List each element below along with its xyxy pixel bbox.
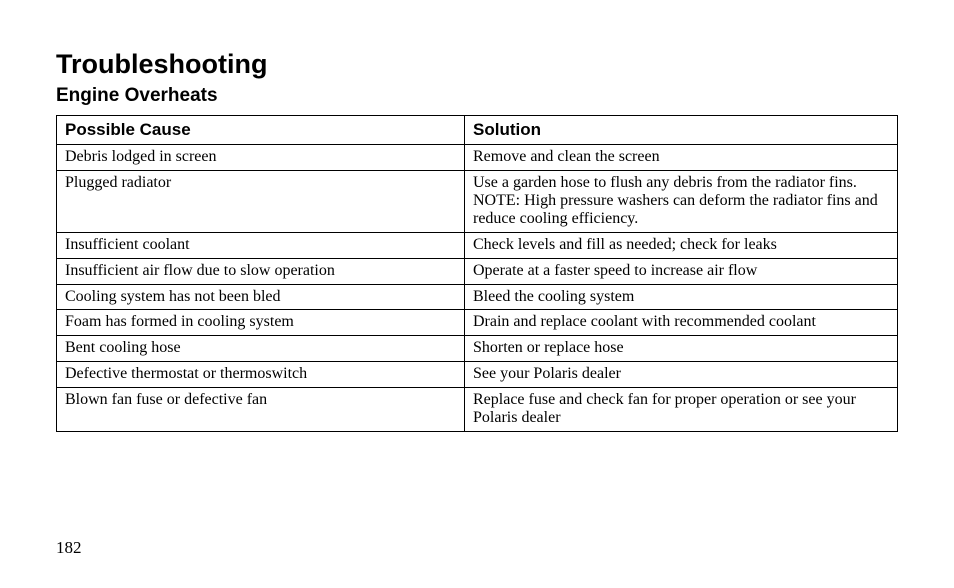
cell-cause: Insufficient air flow due to slow operat… bbox=[57, 258, 465, 284]
table-row: Debris lodged in screen Remove and clean… bbox=[57, 145, 898, 171]
cell-solution: Check levels and fill as needed; check f… bbox=[465, 232, 898, 258]
cell-solution: Drain and replace coolant with recommend… bbox=[465, 310, 898, 336]
table-row: Foam has formed in cooling system Drain … bbox=[57, 310, 898, 336]
cell-cause: Blown fan fuse or defective fan bbox=[57, 388, 465, 432]
cell-solution: Remove and clean the screen bbox=[465, 145, 898, 171]
table-row: Plugged radiator Use a garden hose to fl… bbox=[57, 171, 898, 233]
page-title: Troubleshooting bbox=[56, 48, 898, 80]
header-cause: Possible Cause bbox=[57, 116, 465, 145]
cell-cause: Bent cooling hose bbox=[57, 336, 465, 362]
table-header-row: Possible Cause Solution bbox=[57, 116, 898, 145]
table-row: Defective thermostat or thermoswitch See… bbox=[57, 362, 898, 388]
table-row: Bent cooling hose Shorten or replace hos… bbox=[57, 336, 898, 362]
cell-solution: See your Polaris dealer bbox=[465, 362, 898, 388]
cell-solution: Replace fuse and check fan for proper op… bbox=[465, 388, 898, 432]
table-row: Blown fan fuse or defective fan Replace … bbox=[57, 388, 898, 432]
page: Troubleshooting Engine Overheats Possibl… bbox=[0, 0, 954, 588]
cell-cause: Insufficient coolant bbox=[57, 232, 465, 258]
header-solution: Solution bbox=[465, 116, 898, 145]
cell-cause: Foam has formed in cooling system bbox=[57, 310, 465, 336]
cell-solution: Use a garden hose to flush any debris fr… bbox=[465, 171, 898, 233]
cell-cause: Defective thermostat or thermoswitch bbox=[57, 362, 465, 388]
page-number: 182 bbox=[56, 538, 82, 558]
table-row: Cooling system has not been bled Bleed t… bbox=[57, 284, 898, 310]
cell-solution: Operate at a faster speed to increase ai… bbox=[465, 258, 898, 284]
cell-cause: Plugged radiator bbox=[57, 171, 465, 233]
cell-solution: Bleed the cooling system bbox=[465, 284, 898, 310]
cell-cause: Cooling system has not been bled bbox=[57, 284, 465, 310]
page-subtitle: Engine Overheats bbox=[56, 84, 898, 109]
troubleshooting-table: Possible Cause Solution Debris lodged in… bbox=[56, 115, 898, 432]
cell-cause: Debris lodged in screen bbox=[57, 145, 465, 171]
table-row: Insufficient air flow due to slow operat… bbox=[57, 258, 898, 284]
cell-solution: Shorten or replace hose bbox=[465, 336, 898, 362]
table-row: Insufficient coolant Check levels and fi… bbox=[57, 232, 898, 258]
